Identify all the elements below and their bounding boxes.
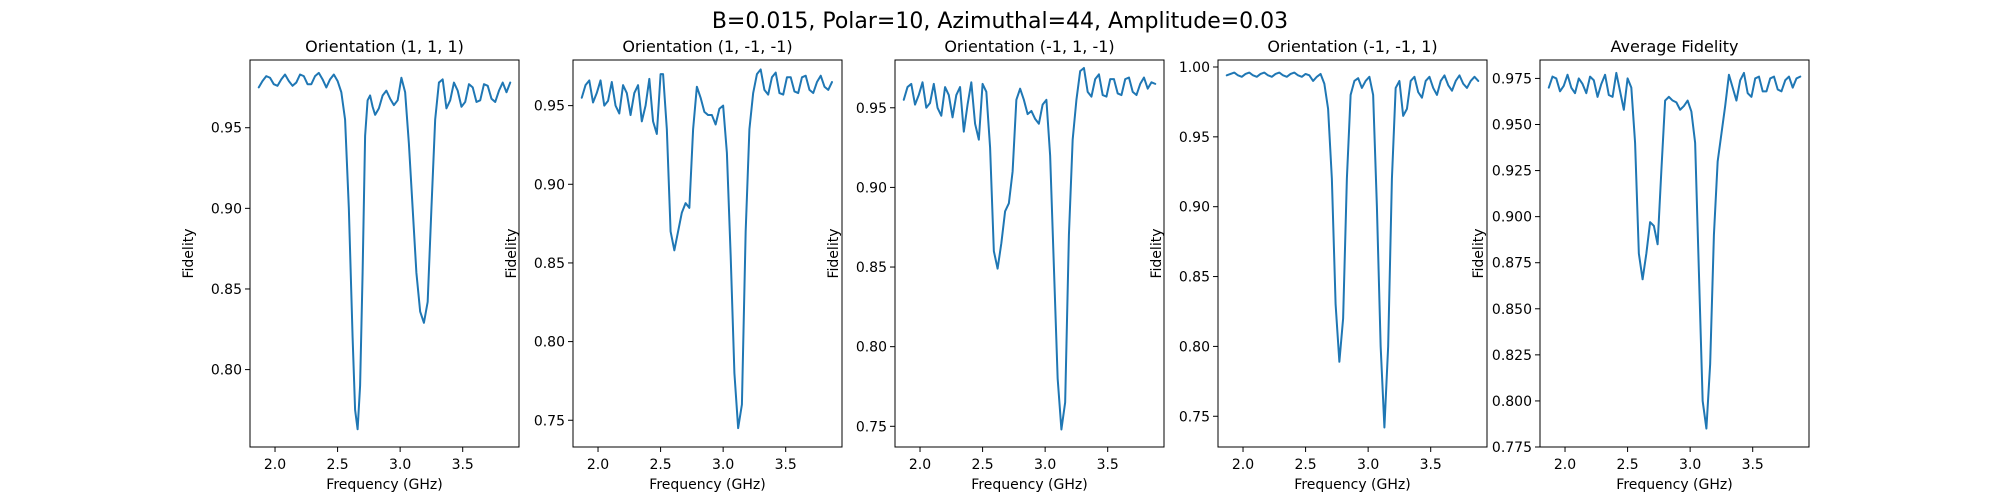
x-tick-label: 3.5 <box>1420 457 1442 473</box>
y-tick-label: 0.75 <box>1179 409 1210 425</box>
y-tick-label: 0.85 <box>1179 270 1210 286</box>
y-axis-label: Fidelity <box>1149 229 1165 279</box>
y-tick-label: 0.95 <box>534 99 565 115</box>
y-axis-label: Fidelity <box>1471 229 1487 279</box>
axes-frame <box>1539 59 1810 448</box>
y-tick-label: 0.95 <box>211 121 242 137</box>
y-tick-label: 0.85 <box>211 282 242 298</box>
series-line <box>1547 71 1802 430</box>
x-tick-label: 2.5 <box>649 457 671 473</box>
axes-frame <box>894 59 1165 448</box>
x-tick-label: 2.5 <box>326 457 348 473</box>
y-tick-label: 0.775 <box>1492 440 1532 456</box>
y-tick-label: 0.950 <box>1492 118 1532 134</box>
x-axis-label: Frequency (GHz) <box>326 477 442 493</box>
y-tick-label: 0.875 <box>1492 256 1532 272</box>
y-tick-label: 0.80 <box>856 340 887 356</box>
y-axis-label: Fidelity <box>181 229 197 279</box>
y-tick-label: 0.975 <box>1492 71 1532 87</box>
axes-frame <box>249 59 520 448</box>
x-tick-label: 2.0 <box>909 457 931 473</box>
subplots: 2.0 2.5 3.0 3.5 0.80 0.85 0.90 0.95 Orientation … <box>181 37 1810 493</box>
subplot-title: Orientation (-1, 1, -1) <box>944 37 1114 56</box>
y-axis-label: Fidelity <box>826 229 842 279</box>
y-tick-label: 0.90 <box>1179 200 1210 216</box>
y-tick-label: 0.800 <box>1492 394 1532 410</box>
y-tick-label: 0.85 <box>534 256 565 272</box>
figure-suptitle: B=0.015, Polar=10, Azimuthal=44, Amplitu… <box>712 9 1288 34</box>
x-tick-label: 2.5 <box>1294 457 1316 473</box>
x-tick-label: 3.0 <box>712 457 734 473</box>
axes-frame <box>572 59 843 448</box>
axes-frame <box>1217 59 1488 448</box>
x-tick-label: 3.5 <box>452 457 474 473</box>
subplot-5: 2.0 2.5 3.0 3.5 0.775 0.800 0.825 0.850 0.875 0.9… <box>1471 37 1810 493</box>
x-tick-label: 3.0 <box>1679 457 1701 473</box>
y-tick-label: 0.95 <box>856 101 887 117</box>
x-tick-label: 2.0 <box>264 457 286 473</box>
x-tick-label: 2.0 <box>1554 457 1576 473</box>
x-tick-label: 2.5 <box>971 457 993 473</box>
x-axis-label: Frequency (GHz) <box>971 477 1087 493</box>
y-tick-label: 0.75 <box>534 413 565 429</box>
x-axis-label: Frequency (GHz) <box>1616 477 1732 493</box>
subplot-title: Orientation (1, 1, 1) <box>305 37 464 56</box>
y-tick-label: 0.90 <box>856 180 887 196</box>
subplot-title: Average Fidelity <box>1611 37 1739 56</box>
x-tick-label: 2.0 <box>587 457 609 473</box>
subplot-title: Orientation (1, -1, -1) <box>622 37 792 56</box>
y-tick-label: 1.00 <box>1179 60 1210 76</box>
x-axis-label: Frequency (GHz) <box>1294 477 1410 493</box>
x-tick-label: 3.0 <box>1357 457 1379 473</box>
y-tick-label: 0.900 <box>1492 210 1532 226</box>
y-tick-label: 0.95 <box>1179 130 1210 146</box>
x-tick-label: 3.5 <box>1097 457 1119 473</box>
y-tick-label: 0.90 <box>534 177 565 193</box>
x-tick-label: 3.0 <box>389 457 411 473</box>
y-tick-label: 0.925 <box>1492 164 1532 180</box>
y-tick-label: 0.85 <box>856 260 887 276</box>
y-tick-label: 0.90 <box>211 201 242 217</box>
subplot-2: 2.0 2.5 3.0 3.5 0.75 0.80 0.85 0.90 0.95 Orientat… <box>504 37 843 493</box>
series-line <box>257 71 512 431</box>
y-axis-label: Fidelity <box>504 229 520 279</box>
y-tick-label: 0.80 <box>211 363 242 379</box>
subplot-1: 2.0 2.5 3.0 3.5 0.80 0.85 0.90 0.95 Orientation … <box>181 37 520 493</box>
x-axis-label: Frequency (GHz) <box>649 477 765 493</box>
subplot-3: 2.0 2.5 3.0 3.5 0.75 0.80 0.85 0.90 0.95 Orientat… <box>826 37 1165 493</box>
y-tick-label: 0.75 <box>856 419 887 435</box>
x-tick-label: 3.0 <box>1034 457 1056 473</box>
series-line <box>1225 71 1480 429</box>
subplot-4: 2.0 2.5 3.0 3.5 0.75 0.80 0.85 0.90 0.95 1.00 Orie… <box>1149 37 1488 493</box>
series-line <box>902 66 1157 431</box>
y-tick-label: 0.80 <box>1179 339 1210 355</box>
x-tick-label: 2.5 <box>1616 457 1638 473</box>
x-tick-label: 2.0 <box>1232 457 1254 473</box>
subplot-title: Orientation (-1, -1, 1) <box>1267 37 1437 56</box>
series-line <box>580 68 833 430</box>
x-tick-label: 3.5 <box>1742 457 1764 473</box>
y-tick-label: 0.825 <box>1492 348 1532 364</box>
y-tick-label: 0.850 <box>1492 302 1532 318</box>
y-tick-label: 0.80 <box>534 335 565 351</box>
x-tick-label: 3.5 <box>775 457 797 473</box>
